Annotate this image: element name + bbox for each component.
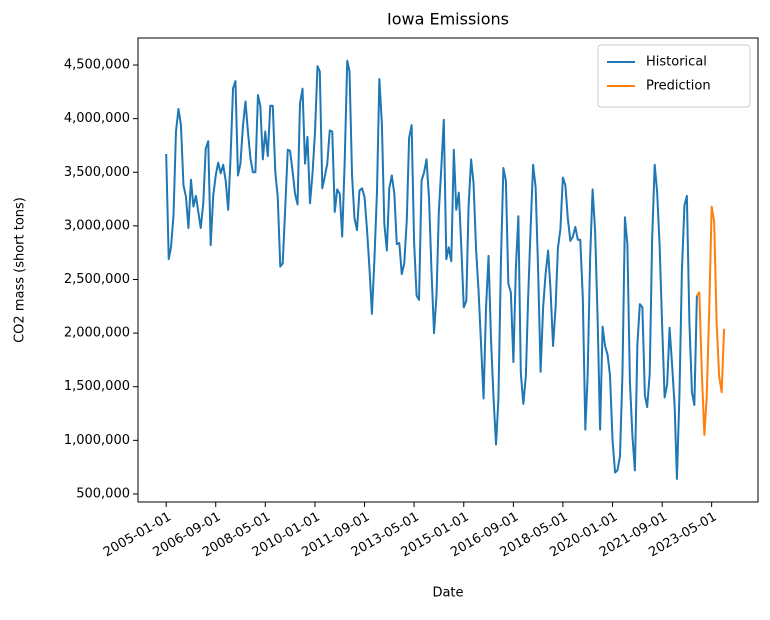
series-line	[165, 59, 698, 480]
plot-frame	[137, 37, 759, 503]
legend-label: Historical	[646, 55, 707, 70]
y-tick-label: 2,000,000	[64, 326, 130, 341]
y-tick-label: 2,500,000	[64, 272, 130, 287]
legend-box	[597, 44, 751, 108]
chart-title: Iowa Emissions	[387, 10, 509, 29]
y-axis-label: CO2 mass (short tons)	[13, 197, 28, 343]
y-tick-label: 3,000,000	[64, 218, 130, 233]
y-tick-label: 1,500,000	[64, 379, 130, 394]
legend-label: Prediction	[646, 79, 711, 94]
y-tick-label: 1,000,000	[64, 433, 130, 448]
y-tick-label: 3,500,000	[64, 165, 130, 180]
y-tick-label: 4,000,000	[64, 111, 130, 126]
y-tick-label: 4,500,000	[64, 58, 130, 73]
series-line	[696, 205, 726, 436]
x-axis-label: Date	[432, 586, 463, 601]
y-tick-label: 500,000	[76, 486, 130, 501]
